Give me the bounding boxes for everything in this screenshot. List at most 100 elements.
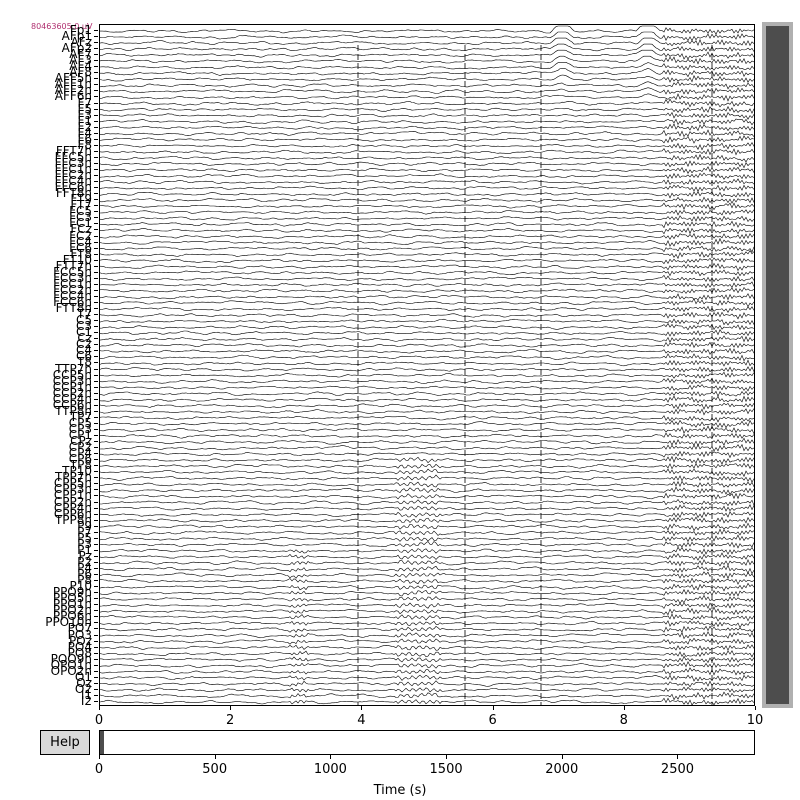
channel-label[interactable]: P3 <box>77 536 92 551</box>
channel-label[interactable]: AF8 <box>69 65 92 80</box>
channel-label[interactable]: P9 <box>77 518 92 533</box>
channel-label[interactable]: CPz <box>70 434 92 449</box>
channel-label[interactable]: Fp1 <box>69 23 92 37</box>
channel-label[interactable]: FCC1h <box>53 276 92 291</box>
channel-label[interactable]: I2 <box>80 694 92 708</box>
channel-label[interactable]: FFC2h <box>54 168 92 183</box>
channel-label[interactable]: O2 <box>74 681 92 696</box>
channel-label[interactable]: Cz <box>77 331 92 346</box>
channel-label[interactable]: Pz <box>78 548 92 563</box>
channel-label[interactable]: F2 <box>77 119 92 134</box>
channel-label[interactable]: P1 <box>77 542 92 557</box>
channel-label[interactable]: FC3 <box>69 210 92 225</box>
channel-label[interactable]: FCC2h <box>53 282 92 297</box>
channel-label[interactable]: TTP7h <box>55 361 92 376</box>
channel-label[interactable]: AF7 <box>69 47 92 62</box>
channel-label[interactable]: PO4 <box>67 639 92 654</box>
channel-label[interactable]: AFF1h <box>54 77 92 92</box>
channel-label[interactable]: FC5 <box>69 204 92 219</box>
channel-label[interactable]: CCP2h <box>52 385 92 400</box>
channel-label[interactable]: CPP2h <box>53 494 92 509</box>
channel-label[interactable]: F1 <box>77 113 92 128</box>
channel-label[interactable]: C1 <box>75 325 92 340</box>
channel-label[interactable]: TP8 <box>69 458 92 473</box>
channel-label[interactable]: TPP7h <box>54 470 92 485</box>
channel-label[interactable]: CPP5h <box>53 476 92 491</box>
channel-label[interactable]: FCC6h <box>53 295 92 310</box>
channel-label[interactable]: CPP1h <box>53 488 92 503</box>
channel-label[interactable]: Oz <box>76 675 92 690</box>
channel-label[interactable]: FCC5h <box>53 264 92 279</box>
channel-label[interactable]: AFF2h <box>54 83 92 98</box>
channel-label[interactable]: C2 <box>75 337 92 352</box>
signal-plot-area[interactable] <box>99 24 755 706</box>
channel-label[interactable]: TP10 <box>62 464 92 479</box>
channel-label[interactable]: AFp1 <box>61 29 92 44</box>
channel-scrollbar[interactable] <box>762 22 793 708</box>
channel-label[interactable]: P6 <box>77 567 92 582</box>
channel-label[interactable]: AFF5h <box>54 71 92 86</box>
channel-label[interactable]: T8 <box>77 355 92 370</box>
channel-label[interactable]: P7 <box>77 524 92 539</box>
channel-label[interactable]: FTT7h <box>55 258 92 273</box>
channel-label[interactable]: F5 <box>77 101 92 116</box>
channel-label[interactable]: AF3 <box>69 53 92 68</box>
channel-label[interactable]: O1 <box>74 669 92 684</box>
channel-label[interactable]: FT8 <box>70 246 92 261</box>
channel-label[interactable]: AFp2 <box>61 41 92 56</box>
channel-label[interactable]: F4 <box>77 125 92 140</box>
channel-label[interactable]: C5 <box>75 313 92 328</box>
channel-label[interactable]: C3 <box>75 319 92 334</box>
channel-label[interactable]: CCP3h <box>52 373 92 388</box>
channel-label[interactable]: FC6 <box>69 240 92 255</box>
channel-label[interactable]: OPO1h <box>50 657 92 672</box>
channel-label[interactable]: CP6 <box>68 452 92 467</box>
channel-label[interactable]: CPP4h <box>53 500 92 515</box>
channel-label[interactable]: FFC4h <box>54 174 92 189</box>
channel-label[interactable]: F7 <box>77 95 92 110</box>
channel-label[interactable]: P10 <box>69 579 92 594</box>
channel-label[interactable]: F3 <box>77 107 92 122</box>
channel-label[interactable]: PPO6h <box>52 609 92 624</box>
channel-label[interactable]: C4 <box>75 343 92 358</box>
channel-label[interactable]: TTP8h <box>55 403 92 418</box>
channel-label[interactable]: CPP3h <box>53 482 92 497</box>
channel-scrollbar-thumb[interactable] <box>766 26 789 704</box>
channel-label[interactable]: CP4 <box>68 446 92 461</box>
channel-label[interactable]: P2 <box>77 554 92 569</box>
channel-label[interactable]: OPO2h <box>50 663 92 678</box>
channel-label[interactable]: CPP6h <box>53 506 92 521</box>
channel-label[interactable]: CCP1h <box>52 379 92 394</box>
channel-label[interactable]: AFz <box>70 35 92 50</box>
channel-label[interactable]: PO7 <box>67 621 92 636</box>
channel-label[interactable]: C6 <box>75 349 92 364</box>
channel-label[interactable]: FFT8h <box>55 186 92 201</box>
time-scrollbar[interactable] <box>99 730 755 755</box>
channel-label[interactable]: CP1 <box>68 428 92 443</box>
channel-label[interactable]: PPO9h <box>52 585 92 600</box>
channel-label[interactable]: F6 <box>77 131 92 146</box>
channel-label[interactable]: FCz <box>70 222 92 237</box>
channel-label[interactable]: PO8 <box>67 645 92 660</box>
channel-label[interactable]: FC4 <box>69 234 92 249</box>
channel-label[interactable]: FT9 <box>70 192 92 207</box>
channel-label[interactable]: PPO10h <box>45 615 92 630</box>
channel-label[interactable]: FFC6h <box>54 180 92 195</box>
channel-label[interactable]: AF4 <box>69 59 92 74</box>
channel-label[interactable]: TP7 <box>69 409 92 424</box>
channel-label[interactable]: POO9h <box>50 651 92 666</box>
channel-label[interactable]: PPO2h <box>52 603 92 618</box>
channel-label[interactable]: PPO5h <box>52 591 92 606</box>
channel-label[interactable]: CP5 <box>68 415 92 430</box>
channel-label[interactable]: FFC1h <box>54 162 92 177</box>
channel-label[interactable]: FC1 <box>69 216 92 231</box>
channel-label[interactable]: CCP4h <box>52 391 92 406</box>
channel-label[interactable]: FT10 <box>62 252 92 267</box>
channel-label[interactable]: TPP8h <box>54 512 92 527</box>
channel-label[interactable]: FFC5h <box>54 149 92 164</box>
channel-label[interactable]: PPO1h <box>52 597 92 612</box>
channel-label[interactable]: CCP5h <box>52 367 92 382</box>
channel-label[interactable]: I1 <box>80 687 92 702</box>
channel-label[interactable]: CP3 <box>68 421 92 436</box>
channel-label[interactable]: T7 <box>77 307 92 322</box>
